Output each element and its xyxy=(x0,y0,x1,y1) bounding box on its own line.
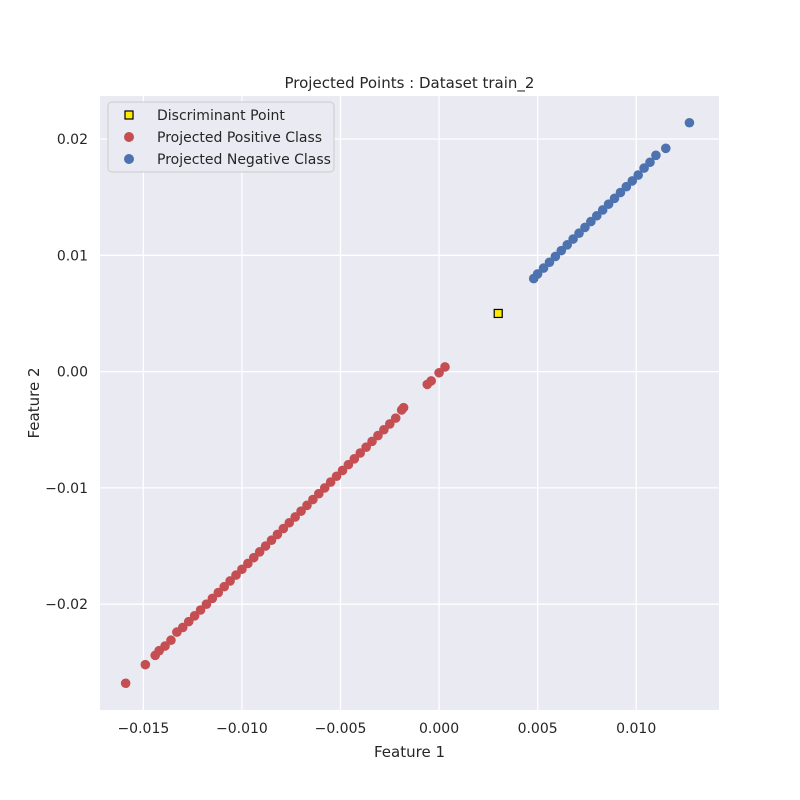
legend: Discriminant Point Projected Positive Cl… xyxy=(107,101,335,173)
positive-class-point xyxy=(278,523,289,534)
positive-class-point xyxy=(225,576,235,586)
legend-box xyxy=(107,101,335,173)
negative-class-point xyxy=(609,193,620,204)
negative-class-point xyxy=(550,251,561,262)
legend-label-discriminant: Discriminant Point xyxy=(157,108,285,124)
legend-marker-positive xyxy=(124,132,134,142)
negative-class-point xyxy=(532,269,543,279)
positive-class-point xyxy=(325,477,336,487)
positive-class-point xyxy=(183,616,194,627)
positive-class-point xyxy=(201,599,212,609)
positive-class-point xyxy=(266,535,277,546)
negative-class-point xyxy=(633,170,643,180)
positive-class-point xyxy=(166,635,176,646)
positive-class-point xyxy=(140,659,151,670)
positive-class-point xyxy=(177,622,188,633)
positive-class-point xyxy=(120,678,131,689)
negative-class-point xyxy=(645,157,655,168)
positive-class-point xyxy=(440,362,450,372)
negative-class-point xyxy=(574,228,584,239)
legend-label-negative: Projected Negative Class xyxy=(157,152,331,168)
y-tick-label: −0.02 xyxy=(45,597,88,613)
positive-class-point xyxy=(373,430,383,441)
negative-class-point xyxy=(562,240,573,250)
negative-class-point xyxy=(538,263,549,273)
positive-class-point xyxy=(260,541,271,551)
positive-class-point xyxy=(343,459,354,470)
positive-class-point xyxy=(237,564,247,575)
positive-class-point xyxy=(160,641,170,651)
negative-class-point xyxy=(586,216,596,227)
x-tick-label: −0.010 xyxy=(216,721,268,737)
positive-class-point xyxy=(302,500,312,511)
x-tick-label: −0.005 xyxy=(315,721,367,737)
y-axis-ticks: −0.02 −0.01 0.00 0.01 0.02 xyxy=(45,132,88,613)
negative-class-point xyxy=(580,222,590,233)
positive-class-point xyxy=(254,547,265,557)
positive-class-point xyxy=(319,483,330,493)
positive-class-point xyxy=(426,376,436,386)
x-tick-label: −0.015 xyxy=(117,721,169,737)
positive-class-point xyxy=(314,488,324,499)
negative-class-point xyxy=(597,205,608,215)
grid-lines xyxy=(100,96,719,710)
negative-class-point xyxy=(621,181,632,192)
positive-class-point xyxy=(219,581,229,592)
positive-class-point xyxy=(349,454,360,464)
positive-class-point xyxy=(272,529,283,540)
positive-class-point xyxy=(296,506,306,516)
discriminant-point xyxy=(493,308,503,319)
legend-label-positive: Projected Positive Class xyxy=(157,130,322,146)
positive-class-point xyxy=(243,558,253,569)
positive-class-point xyxy=(367,436,377,447)
negative-class-point xyxy=(615,187,626,198)
positive-class-point xyxy=(195,605,206,615)
positive-class-point xyxy=(213,587,224,598)
positive-class-point xyxy=(379,424,389,435)
x-axis-ticks: −0.015 −0.010 −0.005 0.000 0.005 0.010 xyxy=(117,721,656,737)
negative-class-point xyxy=(603,199,614,209)
positive-class-point xyxy=(434,367,444,378)
data-points xyxy=(120,117,695,689)
positive-class-point xyxy=(384,419,395,429)
positive-class-point xyxy=(361,442,371,452)
y-tick-label: 0.00 xyxy=(57,365,88,381)
positive-class-point xyxy=(337,465,348,476)
negative-class-point xyxy=(651,150,661,161)
positive-class-point xyxy=(231,570,241,580)
negative-class-point xyxy=(568,234,578,244)
negative-class-point xyxy=(639,163,649,173)
y-axis-label: Feature 2 xyxy=(25,368,43,439)
negative-class-point xyxy=(684,117,695,128)
x-tick-label: 0.010 xyxy=(616,721,656,737)
negative-class-point xyxy=(591,210,602,221)
negative-class-point xyxy=(627,176,638,186)
negative-class-point xyxy=(660,143,671,154)
positive-class-point xyxy=(308,494,318,505)
negative-class-point xyxy=(544,257,555,268)
positive-class-point xyxy=(189,611,200,621)
positive-class-point xyxy=(398,402,409,413)
y-tick-label: 0.02 xyxy=(57,132,88,148)
positive-class-point xyxy=(390,413,401,423)
y-tick-label: −0.01 xyxy=(45,481,88,497)
positive-class-point xyxy=(207,593,218,604)
positive-class-point xyxy=(248,552,259,563)
x-tick-label: 0.005 xyxy=(518,721,558,737)
x-axis-label: Feature 1 xyxy=(374,743,445,761)
positive-class-point xyxy=(355,448,366,458)
positive-class-point xyxy=(290,512,300,522)
legend-marker-discriminant xyxy=(124,110,134,120)
y-tick-label: 0.01 xyxy=(57,248,88,264)
x-tick-label: 0.000 xyxy=(419,721,459,737)
chart-title: Projected Points : Dataset train_2 xyxy=(285,74,535,93)
positive-class-point xyxy=(331,471,342,482)
negative-class-point xyxy=(556,245,567,256)
positive-class-point xyxy=(284,517,295,528)
legend-marker-negative xyxy=(124,154,134,164)
